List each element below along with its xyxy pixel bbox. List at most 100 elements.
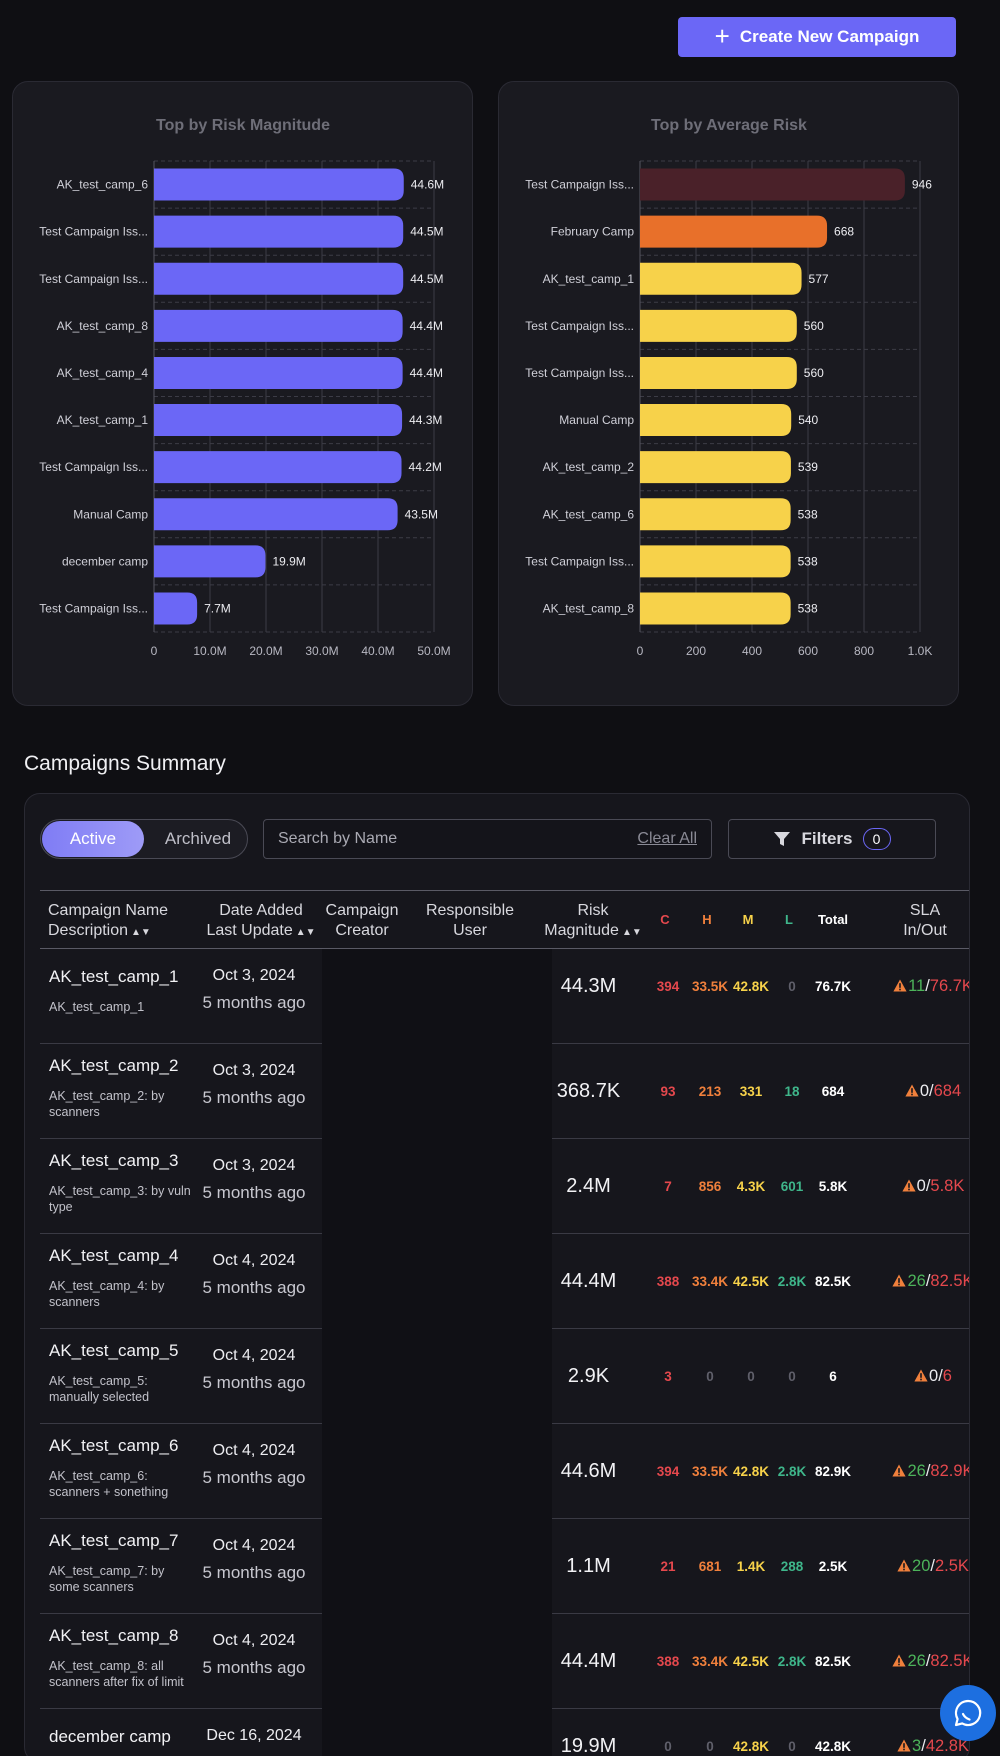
count-m: 0 <box>747 1369 755 1384</box>
sort-icon: ▲▼ <box>295 927 316 938</box>
sla-out: 6 <box>942 1367 952 1385</box>
campaign-name[interactable]: AK_test_camp_3 <box>49 1151 179 1170</box>
chart-bar <box>640 215 828 248</box>
y-category-label: AK_test_camp_6 <box>543 507 635 521</box>
campaign-name[interactable]: december camp <box>49 1727 171 1746</box>
chart-title: Top by Risk Magnitude <box>156 117 330 134</box>
y-category-label: Test Campaign Iss... <box>525 319 634 333</box>
search-input[interactable] <box>278 820 608 858</box>
last-update: 5 months ago <box>202 993 306 1012</box>
count-h: 856 <box>698 1179 722 1194</box>
campaign-name[interactable]: AK_test_camp_2 <box>49 1056 179 1075</box>
sla-separator: / <box>921 1737 926 1755</box>
last-update: 5 months ago <box>202 1658 306 1677</box>
warning-icon <box>892 1654 907 1667</box>
chart-bar <box>640 498 791 531</box>
table-row[interactable]: AK_test_camp_8 AK_test_camp_8: all scanne… <box>40 1614 969 1709</box>
sla-out: 82.5K <box>930 1272 970 1290</box>
y-category-label: december camp <box>62 554 148 568</box>
campaign-name[interactable]: AK_test_camp_7 <box>49 1531 179 1550</box>
count-h: 33.4K <box>691 1274 729 1289</box>
chart-bar <box>154 215 404 248</box>
count-c: 388 <box>656 1654 680 1669</box>
table-row[interactable]: AK_test_camp_2 AK_test_camp_2: by scanner… <box>40 1044 969 1139</box>
bar-value-label: 7.7M <box>204 601 231 615</box>
bar-value-label: 560 <box>804 319 824 333</box>
count-m: 42.8K <box>732 1464 770 1479</box>
header-risk-sort[interactable]: Risk Magnitude ▲▼ <box>538 901 648 943</box>
header-creator-line1: Campaign <box>325 902 399 919</box>
x-tick-label: 10.0M <box>193 644 226 658</box>
header-sla-line1: SLA <box>909 902 941 919</box>
chart-bar <box>154 356 403 389</box>
warning-icon <box>897 1739 911 1752</box>
table-row[interactable]: AK_test_camp_1 AK_test_camp_1 Oct 3, 2024 5… <box>40 949 969 1044</box>
count-total: 2.5K <box>818 1559 848 1574</box>
warning-icon <box>892 1464 907 1477</box>
y-category-label: Test Campaign Iss... <box>525 554 634 568</box>
clear-all-link[interactable]: Clear All <box>637 830 697 847</box>
campaign-name[interactable]: AK_test_camp_6 <box>49 1436 179 1455</box>
campaign-name[interactable]: AK_test_camp_5 <box>49 1341 179 1360</box>
header-creator-line2: Creator <box>335 922 389 939</box>
sla-in: 11 <box>908 977 926 995</box>
campaign-name[interactable]: AK_test_camp_4 <box>49 1246 179 1265</box>
chart-bar <box>640 404 792 437</box>
campaign-description: AK_test_camp_8: all scanners after fix o… <box>49 1659 184 1689</box>
bar-value-label: 668 <box>834 225 854 239</box>
sla-in: 0 <box>919 1082 930 1100</box>
x-tick-label: 50.0M <box>417 644 450 658</box>
header-sla: SLA In/Out <box>880 901 969 941</box>
chart-bar <box>154 404 403 437</box>
y-category-label: Test Campaign Iss... <box>525 178 634 192</box>
chart-bar <box>640 451 791 484</box>
header-description: Description <box>48 922 129 939</box>
header-last-update: Last Update <box>206 922 293 939</box>
count-l: 2.8K <box>777 1274 807 1289</box>
bar-value-label: 44.2M <box>409 460 442 474</box>
table-row[interactable]: december camptestDec 16, 20243 months ag… <box>40 1709 969 1756</box>
count-c: 21 <box>660 1559 676 1574</box>
create-campaign-button[interactable]: + Create New Campaign <box>678 17 956 57</box>
sla-in-out: 0/6 <box>883 1367 969 1386</box>
header-date-sort[interactable]: Date Added Last Update ▲▼ <box>205 901 317 943</box>
header-high: H <box>702 912 712 927</box>
bar-value-label: 538 <box>798 601 818 615</box>
chat-icon <box>954 1699 982 1727</box>
sla-in: 0 <box>929 1367 939 1385</box>
table-row[interactable]: AK_test_camp_5 AK_test_camp_5: manually s… <box>40 1329 969 1424</box>
count-h: 33.5K <box>691 1464 729 1479</box>
sla-out: 42.8K <box>925 1737 969 1755</box>
campaign-name[interactable]: AK_test_camp_1 <box>49 967 179 986</box>
campaign-name[interactable]: AK_test_camp_8 <box>49 1626 179 1645</box>
header-name-sort[interactable]: Campaign Name Description ▲▼ <box>48 901 168 943</box>
x-tick-label: 30.0M <box>305 644 338 658</box>
average-risk-chart-card: Top by Average Risk 0 200 400 600 800 1.0K Test… <box>498 81 959 706</box>
filter-icon <box>774 832 791 846</box>
count-total: 82.9K <box>814 1464 852 1479</box>
table-row[interactable]: AK_test_camp_4 AK_test_camp_4: by scanner… <box>40 1234 970 1329</box>
filters-button[interactable]: Filters 0 <box>728 819 936 859</box>
x-tick-label: 0 <box>637 644 644 658</box>
tab-archived[interactable]: Archived <box>164 829 232 848</box>
warning-icon <box>897 1559 911 1572</box>
last-update: 5 months ago <box>202 1563 306 1582</box>
header-responsible: Responsible User <box>415 901 525 941</box>
table-header: Campaign Name Description ▲▼ Date Added L… <box>40 890 969 949</box>
chart-bar <box>640 168 905 201</box>
count-c: 394 <box>656 979 680 994</box>
risk-magnitude: 44.4M <box>560 1270 617 1292</box>
chat-button[interactable] <box>940 1685 996 1741</box>
count-m: 42.5K <box>732 1274 770 1289</box>
campaign-description: AK_test_camp_5: manually selected <box>49 1374 150 1404</box>
bar-value-label: 44.6M <box>411 178 444 192</box>
header-creator: Campaign Creator <box>307 901 417 941</box>
warning-icon <box>893 979 907 992</box>
table-row[interactable]: AK_test_camp_7 AK_test_camp_7: by some sc… <box>40 1519 969 1614</box>
sla-in-out: 26/82.9K <box>883 1462 969 1481</box>
tab-active[interactable]: Active <box>42 821 144 857</box>
count-c: 0 <box>664 1739 672 1754</box>
last-update: 5 months ago <box>202 1373 306 1392</box>
bar-value-label: 44.4M <box>410 319 443 333</box>
sla-in-out: 20/2.5K <box>883 1557 969 1576</box>
